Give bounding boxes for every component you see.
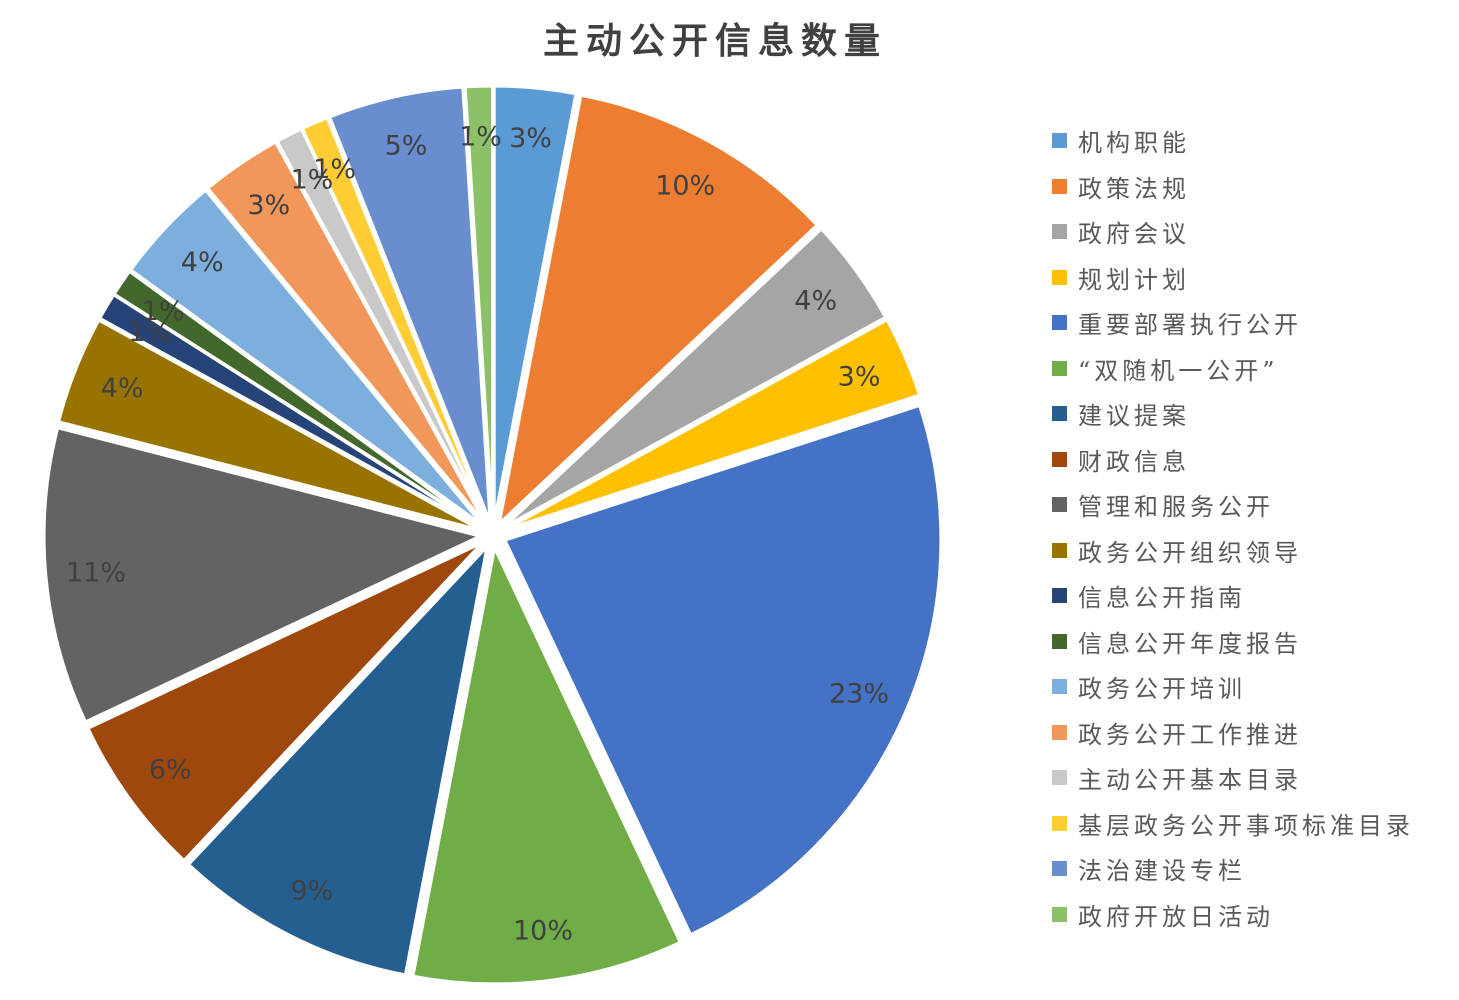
legend-item-16: 法治建设专栏 [1052, 846, 1459, 892]
data-label-16: 5% [385, 131, 428, 162]
legend-item-0: 机构职能 [1052, 118, 1459, 164]
legend-swatch-icon [1052, 224, 1067, 240]
data-label-10: 1% [128, 317, 171, 348]
legend-swatch-icon [1052, 588, 1067, 604]
legend-label: 政府开放日活动 [1078, 902, 1274, 931]
pie-slice-12 [129, 188, 486, 528]
pie-slice-6 [187, 545, 489, 977]
data-label-5: 10% [513, 916, 573, 947]
legend-label: 建议提案 [1078, 402, 1190, 431]
pie-slice-5 [411, 546, 682, 986]
legend-label: 政策法规 [1078, 174, 1190, 203]
data-label-2: 4% [794, 286, 837, 317]
data-label-15: 1% [313, 154, 356, 185]
data-label-11: 1% [142, 296, 185, 327]
legend-label: “双随机一公开” [1078, 356, 1279, 385]
legend-item-6: 建议提案 [1052, 391, 1459, 437]
legend-swatch-icon [1052, 542, 1067, 558]
legend-label: 主动公开基本目录 [1078, 766, 1302, 795]
pie-data-labels-group: 3%10%4%3%23%10%9%6%11%4%1%1%4%3%1%1%5% 1% [66, 121, 889, 946]
pie-slice-11 [112, 269, 484, 530]
pie-slice-7 [86, 541, 484, 862]
data-label-12: 4% [181, 247, 224, 278]
legend-swatch-icon [1052, 861, 1067, 877]
legend-item-2: 政府会议 [1052, 209, 1459, 255]
pie-slices-group [42, 84, 943, 986]
data-label-7: 6% [149, 754, 192, 785]
legend-swatch-icon [1052, 178, 1067, 194]
data-label-8: 11% [66, 558, 126, 589]
data-label-14: 1% [290, 165, 333, 196]
legend-item-1: 政策法规 [1052, 164, 1459, 210]
legend-label: 政务公开组织领导 [1078, 538, 1302, 567]
legend-item-9: 政务公开组织领导 [1052, 528, 1459, 574]
legend-item-17: 政府开放日活动 [1052, 892, 1459, 938]
pie-slice-15 [300, 116, 490, 525]
data-label-9: 4% [101, 373, 144, 404]
legend-label: 政务公开培训 [1078, 675, 1246, 704]
legend-swatch-icon [1052, 269, 1067, 285]
legend-item-13: 政务公开工作推进 [1052, 710, 1459, 756]
chart-title: 主动公开信息数量 [542, 20, 887, 62]
legend-label: 基层政务公开事项标准目录 [1078, 811, 1414, 840]
legend-item-8: 管理和服务公开 [1052, 482, 1459, 528]
pie-slice-3 [503, 318, 922, 532]
pie-slice-9 [57, 318, 483, 532]
pie-slice-17 [463, 84, 495, 524]
legend-item-14: 主动公开基本目录 [1052, 755, 1459, 801]
legend-swatch-icon [1052, 770, 1067, 786]
pie-slice-2 [502, 227, 888, 529]
legend-label: 政务公开工作推进 [1078, 720, 1302, 749]
legend-swatch-icon [1052, 633, 1067, 649]
pie-slice-0 [492, 84, 578, 524]
legend-item-3: 规划计划 [1052, 255, 1459, 301]
chart-legend: 机构职能政策法规政府会议规划计划重要部署执行公开 “双随机一公开” 建议提案财政信息… [1052, 118, 1459, 937]
pie-slice-4 [503, 403, 943, 937]
legend-label: 法治建设专栏 [1078, 857, 1246, 886]
pie-slice-1 [497, 93, 819, 526]
legend-swatch-icon [1052, 679, 1067, 695]
legend-swatch-icon [1052, 360, 1067, 376]
legend-swatch-icon [1052, 406, 1067, 422]
legend-swatch-icon [1052, 497, 1067, 513]
legend-swatch-icon [1052, 133, 1067, 149]
legend-label: 机构职能 [1078, 129, 1190, 158]
pie-slice-13 [206, 140, 488, 526]
data-label-6: 9% [290, 875, 333, 906]
legend-item-5: “双随机一公开” [1052, 346, 1459, 392]
legend-item-15: 基层政务公开事项标准目录 [1052, 801, 1459, 847]
legend-label: 重要部署执行公开 [1078, 311, 1302, 340]
pie-slice-8 [42, 426, 482, 724]
legend-label: 财政信息 [1078, 447, 1190, 476]
data-label-4: 23% [829, 678, 889, 709]
legend-item-10: 信息公开指南 [1052, 573, 1459, 619]
legend-label: 信息公开年度报告 [1078, 629, 1302, 658]
data-label-0: 3% [509, 123, 552, 154]
legend-item-7: 财政信息 [1052, 437, 1459, 483]
legend-item-4: 重要部署执行公开 [1052, 300, 1459, 346]
legend-swatch-icon [1052, 906, 1067, 922]
legend-label: 政府会议 [1078, 220, 1190, 249]
legend-label: 管理和服务公开 [1078, 493, 1274, 522]
legend-item-12: 政务公开培训 [1052, 664, 1459, 710]
pie-slice-16 [328, 85, 492, 524]
legend-label: 信息公开指南 [1078, 584, 1246, 613]
legend-item-11: 信息公开年度报告 [1052, 619, 1459, 665]
data-label-3: 3% [838, 362, 881, 393]
legend-swatch-icon [1052, 724, 1067, 740]
data-label-1: 10% [655, 171, 715, 202]
legend-swatch-icon [1052, 815, 1067, 831]
data-label-17: 1% [459, 121, 502, 152]
legend-swatch-icon [1052, 315, 1067, 331]
legend-swatch-icon [1052, 451, 1067, 467]
data-label-13: 3% [247, 190, 290, 221]
legend-label: 规划计划 [1078, 265, 1190, 294]
